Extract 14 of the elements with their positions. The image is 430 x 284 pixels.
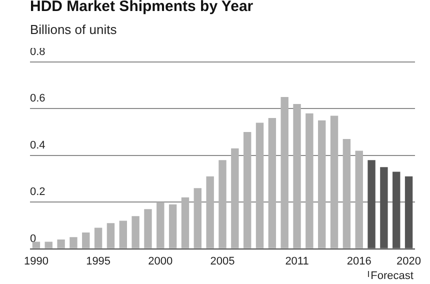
y-tick-label: 0.4 [30, 139, 46, 152]
x-tick-label: 2000 [148, 255, 173, 268]
chart-subtitle: Billions of units [30, 22, 117, 37]
x-tick-label: 2016 [346, 255, 372, 268]
x-tick-label: 2011 [285, 255, 309, 268]
y-tick-label: 0.2 [30, 186, 46, 198]
text: Forecast [368, 270, 416, 282]
y-tick-label: 0 [30, 232, 36, 245]
x-tick-label: 1990 [24, 255, 48, 268]
x-tick-label: 1995 [86, 255, 111, 268]
chart-title: HDD Market Shipments by Year [30, 0, 254, 15]
y-tick-label: 0.6 [30, 92, 46, 105]
x-tick-label: 2020 [396, 255, 422, 268]
x-tick-label: 2005 [210, 255, 235, 268]
